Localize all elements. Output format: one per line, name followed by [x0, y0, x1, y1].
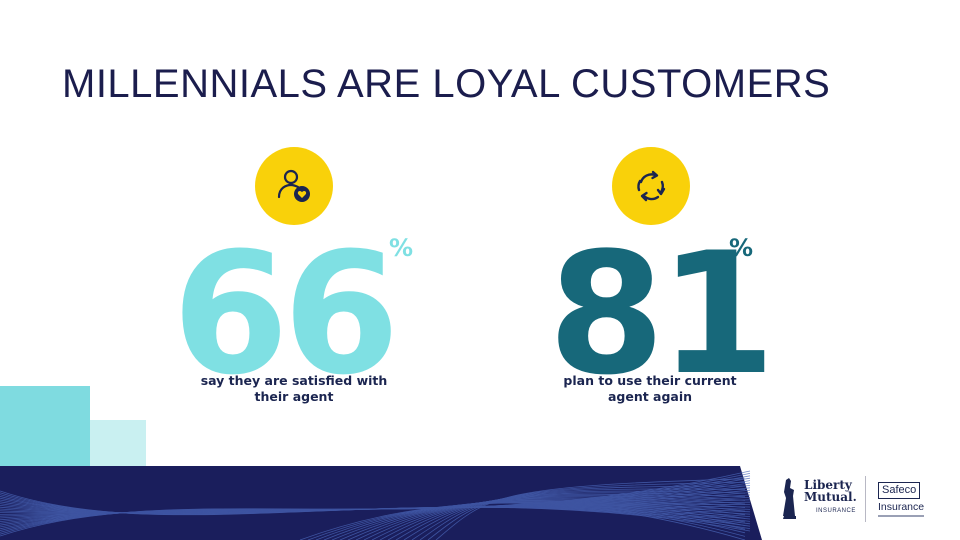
- caption-line: say they are satisfied with: [200, 373, 388, 388]
- liberty-mutual-logo: Liberty Mutual. INSURANCE: [780, 476, 857, 520]
- wave-line: [435, 478, 746, 540]
- person-heart-icon: [277, 169, 310, 202]
- safeco-logo: Safeco Insurance: [876, 482, 942, 522]
- caption-line: their agent: [254, 389, 334, 404]
- safeco-line-1: Safeco: [878, 482, 921, 499]
- safeco-tagline-bar: [878, 515, 924, 517]
- liberty-line-3: INSURANCE: [816, 508, 856, 514]
- wave-line: [307, 502, 746, 540]
- wave-line: [0, 490, 751, 532]
- wave-line: [323, 501, 746, 540]
- wave-line: [347, 498, 746, 540]
- stat-number: 66: [172, 216, 400, 412]
- decorative-block: [90, 420, 146, 468]
- slide-title: MILLENNIALS ARE LOYAL CUSTOMERS: [62, 62, 831, 106]
- caption-line: agent again: [607, 389, 693, 404]
- statue-icon: [783, 478, 796, 519]
- stat-number: 81: [548, 216, 776, 412]
- icon-badge: [255, 147, 333, 225]
- wave-line: [315, 501, 746, 540]
- percent-sign: %: [389, 234, 414, 262]
- wave-line: [355, 498, 746, 540]
- caption-line: plan to use their current: [563, 373, 737, 388]
- footer-wave-band: [0, 466, 960, 540]
- decorative-block: [0, 386, 90, 468]
- safeco-line-2: Insurance: [878, 501, 925, 513]
- liberty-line-1: Liberty: [804, 478, 852, 492]
- stat-caption: plan to use their current agent again: [530, 373, 770, 405]
- wave-line: [339, 499, 746, 540]
- wave-line: [299, 502, 746, 540]
- stat-caption: say they are satisfied with their agent: [174, 373, 414, 405]
- liberty-line-2: Mutual.: [804, 490, 857, 504]
- wave-pattern: [0, 466, 762, 540]
- icon-badge: [612, 147, 690, 225]
- logo-divider: [865, 476, 866, 522]
- percent-sign: %: [729, 234, 754, 262]
- wave-line: [331, 500, 746, 540]
- refresh-cycle-icon: [637, 170, 666, 202]
